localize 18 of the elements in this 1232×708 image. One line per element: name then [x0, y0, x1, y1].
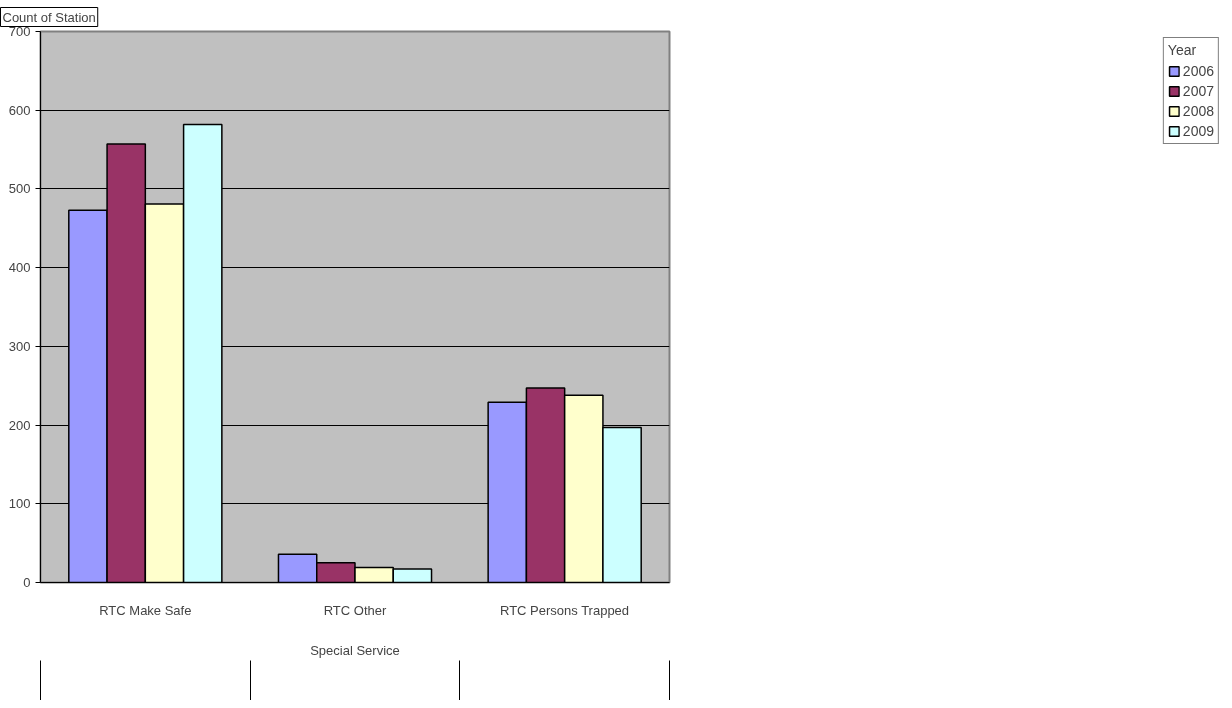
x-tick-label: RTC Other [323, 602, 387, 618]
y-tick-label: 400 [8, 260, 31, 276]
legend-label: 2007 [1182, 83, 1214, 99]
x-axis-title: Special Service [310, 642, 400, 658]
y-tick-label: 600 [8, 102, 31, 118]
legend-title: Year [1167, 42, 1198, 58]
y-tick-label: 200 [8, 417, 31, 433]
y-tick-label: 100 [8, 496, 31, 512]
y-tick-label: 700 [8, 24, 31, 39]
x-tick-label: RTC Persons Trapped [500, 602, 630, 618]
y-axis-title: Count of Station [2, 9, 96, 25]
y-tick-label: 500 [8, 181, 31, 197]
legend-label: 2008 [1182, 103, 1214, 119]
legend-label: 2009 [1182, 123, 1214, 139]
y-tick-label: 300 [8, 338, 31, 354]
legend-label: 2006 [1182, 63, 1214, 79]
x-tick-label: RTC Make Safe [99, 602, 192, 618]
y-tick-label: 0 [23, 575, 31, 590]
